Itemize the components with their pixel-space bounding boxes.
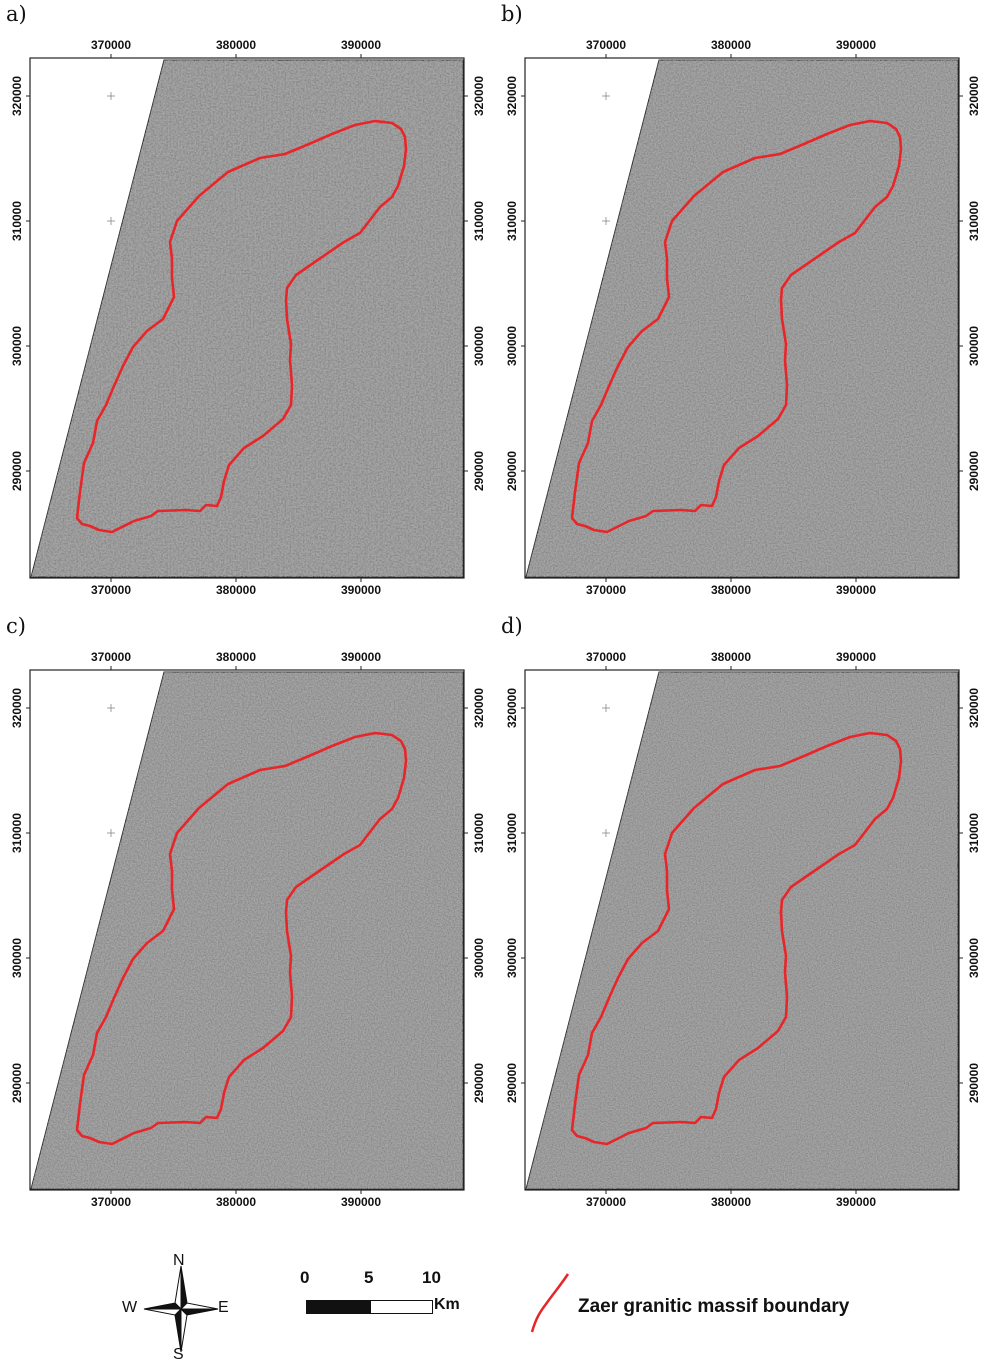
y-tick-label-left: 320000 xyxy=(10,688,24,728)
x-tick-label-top: 380000 xyxy=(711,650,751,664)
panel-b: b) 370000 370000 380000 380000 390000 390000 3… xyxy=(495,0,990,610)
y-tick-label-right: 300000 xyxy=(472,938,486,978)
x-tick-label-bottom: 380000 xyxy=(216,1195,256,1209)
x-tick-label-bottom: 370000 xyxy=(91,1195,131,1209)
x-tick-label-bottom: 380000 xyxy=(711,583,751,597)
y-tick-label-left: 300000 xyxy=(10,938,24,978)
x-tick-label-bottom: 390000 xyxy=(836,1195,876,1209)
x-tick-label-bottom: 380000 xyxy=(216,583,256,597)
x-tick-label-bottom: 380000 xyxy=(711,1195,751,1209)
y-tick-label-left: 300000 xyxy=(505,326,519,366)
x-tick-label-top: 370000 xyxy=(91,650,131,664)
y-tick-label-left: 310000 xyxy=(10,201,24,241)
y-tick-label-right: 310000 xyxy=(967,813,981,853)
x-tick-label-top: 370000 xyxy=(91,38,131,52)
y-tick-label-left: 320000 xyxy=(10,76,24,116)
panel-c: c) 370000 370000 380000 380000 390000 390000 3… xyxy=(0,612,495,1222)
massif-boundary-line xyxy=(75,119,408,534)
y-tick-label-right: 320000 xyxy=(472,688,486,728)
x-tick-label-top: 380000 xyxy=(216,650,256,664)
x-tick-label-bottom: 370000 xyxy=(91,583,131,597)
y-tick-label-right: 290000 xyxy=(967,451,981,491)
y-tick-label-left: 290000 xyxy=(10,1063,24,1103)
x-tick-label-top: 390000 xyxy=(341,38,381,52)
map-d: 370000 370000 380000 380000 390000 390000 3200… xyxy=(505,650,981,1209)
x-tick-label-bottom: 370000 xyxy=(586,1195,626,1209)
panel-a: a) 370000 370000 380000 380000 390000 390000 3… xyxy=(0,0,495,610)
x-tick-label-bottom: 390000 xyxy=(836,583,876,597)
y-tick-label-left: 310000 xyxy=(505,201,519,241)
boundary-line-icon xyxy=(530,1273,570,1333)
y-tick-label-left: 320000 xyxy=(505,688,519,728)
graticule-cross xyxy=(107,92,115,100)
panel-label: c) xyxy=(6,614,26,638)
y-tick-label-right: 300000 xyxy=(472,326,486,366)
y-tick-label-right: 310000 xyxy=(472,813,486,853)
y-tick-label-right: 320000 xyxy=(472,76,486,116)
graticule-cross xyxy=(602,92,610,100)
y-tick-label-right: 300000 xyxy=(967,938,981,978)
boundary-legend-label: Zaer granitic massif boundary xyxy=(578,1296,850,1317)
y-tick-label-left: 290000 xyxy=(505,451,519,491)
map-b: 370000 370000 380000 380000 390000 390000 3200… xyxy=(505,38,981,597)
scale-segment-white xyxy=(370,1300,433,1314)
graticule-cross xyxy=(602,217,610,225)
graticule-cross xyxy=(107,704,115,712)
map-a: 370000 370000 380000 380000 390000 390000 3200… xyxy=(10,38,486,597)
y-tick-label-right: 310000 xyxy=(967,201,981,241)
y-tick-label-right: 290000 xyxy=(472,451,486,491)
x-tick-label-top: 390000 xyxy=(341,650,381,664)
relief-texture xyxy=(31,60,463,577)
graticule-cross xyxy=(602,829,610,837)
y-tick-label-right: 320000 xyxy=(967,76,981,116)
massif-boundary-line xyxy=(570,119,903,534)
compass-rose-icon xyxy=(143,1265,219,1353)
x-tick-label-top: 390000 xyxy=(836,38,876,52)
x-tick-label-top: 380000 xyxy=(216,38,256,52)
compass-e: E xyxy=(218,1299,229,1316)
compass-s: S xyxy=(173,1346,184,1363)
y-tick-label-left: 290000 xyxy=(505,1063,519,1103)
relief-texture xyxy=(526,60,958,577)
x-tick-label-top: 380000 xyxy=(711,38,751,52)
graticule-cross xyxy=(107,829,115,837)
y-tick-label-right: 320000 xyxy=(967,688,981,728)
compass-w: W xyxy=(122,1299,138,1316)
scale-unit: Km xyxy=(434,1296,460,1313)
graticule-cross xyxy=(107,217,115,225)
y-tick-label-left: 310000 xyxy=(505,813,519,853)
graticule-cross xyxy=(602,704,610,712)
scale-tick-0: 0 xyxy=(300,1268,310,1287)
y-tick-label-left: 320000 xyxy=(505,76,519,116)
panel-d: d) 370000 370000 380000 380000 390000 390000 3… xyxy=(495,612,990,1222)
y-tick-label-left: 290000 xyxy=(10,451,24,491)
y-tick-label-right: 300000 xyxy=(967,326,981,366)
relief-texture xyxy=(526,672,958,1189)
y-tick-label-right: 310000 xyxy=(472,201,486,241)
massif-boundary-line xyxy=(570,731,903,1146)
y-tick-label-right: 290000 xyxy=(472,1063,486,1103)
y-tick-label-left: 310000 xyxy=(10,813,24,853)
y-tick-label-right: 290000 xyxy=(967,1063,981,1103)
x-tick-label-top: 370000 xyxy=(586,650,626,664)
y-tick-label-left: 300000 xyxy=(505,938,519,978)
y-tick-label-left: 300000 xyxy=(10,326,24,366)
panel-label: a) xyxy=(6,2,27,26)
x-tick-label-top: 390000 xyxy=(836,650,876,664)
x-tick-label-bottom: 390000 xyxy=(341,583,381,597)
compass-n: N xyxy=(173,1252,185,1269)
scale-segment-black xyxy=(306,1300,371,1314)
scale-tick-10: 10 xyxy=(422,1268,441,1287)
massif-boundary-line xyxy=(75,731,408,1146)
relief-texture xyxy=(31,672,463,1189)
x-tick-label-bottom: 370000 xyxy=(586,583,626,597)
x-tick-label-top: 370000 xyxy=(586,38,626,52)
panel-label: b) xyxy=(501,2,523,26)
map-c: 370000 370000 380000 380000 390000 390000 3200… xyxy=(10,650,486,1209)
panel-label: d) xyxy=(501,614,523,638)
scale-tick-5: 5 xyxy=(364,1268,374,1287)
x-tick-label-bottom: 390000 xyxy=(341,1195,381,1209)
